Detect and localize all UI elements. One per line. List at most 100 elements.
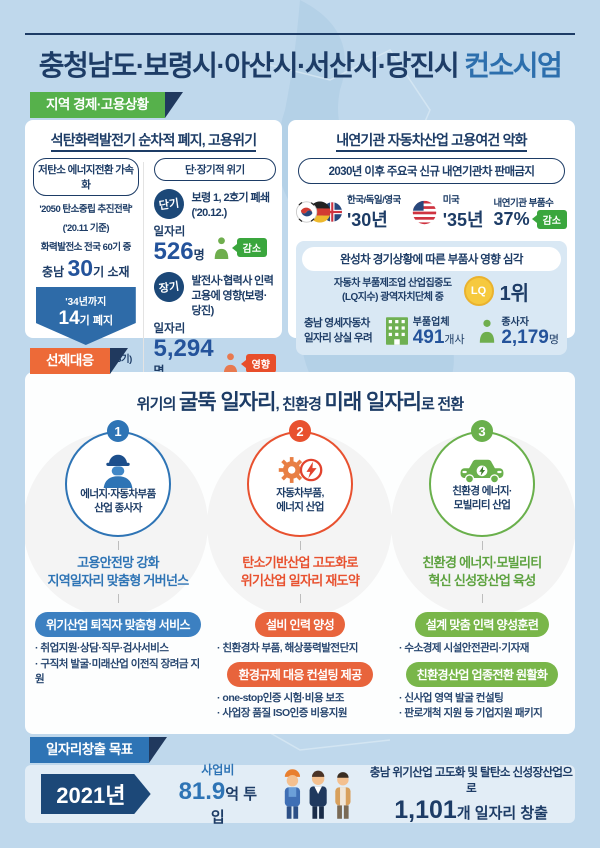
long-term-desc: 발전사·협력사 인력 고용에 영향(보령·당진) [191,274,274,317]
usa-label: 미국 [442,195,460,206]
page-title: 충청남도·보령시·아산시·서산시·당진시 컨소시엄 [0,44,600,84]
bullet-item: 신사업 영역 발굴 컨설팅 [399,691,542,706]
workers-value: 2,179 [501,327,549,348]
plants-count: 30 [67,255,94,281]
program-pill-3b: 친환경산업 업종전환 원활화 [405,661,559,687]
auto-industry-panel: 내연기관 자동차산업 고용여건 악화 2030년 이후 주요국 신규 내연기관차… [288,120,575,355]
crisis-column: 단·장기적 위기 단기 보령 1, 2호기 폐쇄 ('20.12.) 일자리 52… [144,158,282,380]
section-tab-regional-economy: 지역 경제·고용상황 [30,92,183,118]
job-loss-worry-text: 충남 영세자동차 일자리 상실 우려 [304,316,373,344]
program-bullets-3b: 신사업 영역 발굴 컨설팅 판로개척 지원 등 기업지원 패키지 [393,691,542,721]
impact-badge: 영향 [240,354,276,374]
coal-plant-closure-panel: 석탄화력발전기 순차적 폐지, 고용위기 저탄소 에너지전환 가속화 '2050… [25,120,282,378]
goal-text-1: 고용안전망 강화 지역일자리 맞춤형 거버넌스 [47,555,190,589]
parts-count-group: 내연기관 부품수 37% 감소 [494,195,567,230]
column-divider [142,162,144,376]
long-term-badge: 장기 [151,269,186,304]
usa-year: '35년 [442,210,484,230]
result-value: 1,101 [394,795,457,824]
goal-text-3: 친환경 에너지·모빌리티 혁신 신성장산업 육성 [422,555,542,589]
strategy-line: '2050 탄소중립 추진전략' [39,204,133,215]
year-arrow: 2021년 [41,774,151,814]
program-pill-1: 위기산업 퇴직자 맞춤형 서비스 [35,612,201,638]
title-divider-line [25,33,575,35]
europe-year: '30년 [347,210,388,230]
goal-text-2: 탄소기반산업 고도화로 위기산업 일자리 재도약 [240,555,360,589]
bullet-item: 친환경차 부품, 해상풍력발전단지 [217,641,358,656]
workers-icon-circle: 에너지·자동차부품 산업 종사자 [65,431,171,537]
low-carbon-pill: 저탄소 에너지전환 가속화 [33,158,139,196]
bullet-item: 사업장 품질 ISO인증 비용지원 [217,706,347,721]
column-green-mobility-industry: 3 친환경 에너지· 모빌리티 산업 친환경 에너지·모빌리티 혁신 신성장산업 … [393,420,571,721]
result-description: 충남 위기산업 고도화 및 탈탄소 신성장산업으로 [369,766,573,795]
lq-index-text: 자동차 부품제조업 산업집중도 (LQ지수) 광역자치단체 중 [333,278,452,303]
sales-ban-pill: 2030년 이후 주요국 신규 내연기관차 판매금지 [298,158,565,184]
europe-label: 한국/독일/영국 [347,195,401,206]
connector-line [481,541,483,550]
lq-coin-icon: LQ [463,276,494,306]
program-pill-2b: 환경규제 대응 컨설팅 제공 [227,661,373,687]
ban-group-usa: 미국 '35년 [411,192,484,232]
electric-car-icon [460,460,504,484]
column-auto-energy-industry: 2 자동차부품, 에너지 산업 탄소기반산업 고도화로 위기산업 일자리 재도약 … [211,420,389,721]
parts-count-label: 내연기관 부품수 [493,197,554,209]
short-term-badge: 단기 [151,187,186,221]
worker-person-icon [480,319,495,343]
program-bullets-2a: 친환경차 부품, 해상풍력발전단지 [211,641,358,656]
short-term-jobs-value: 526 [153,237,194,265]
program-bullets-2b: one-stop인증 시험·비용 보조 사업장 품질 ISO인증 비용지원 [211,691,347,721]
ban-group-europe: 한국/독일/영국 '30년 [296,192,401,232]
gear-lightning-icon [278,457,323,484]
crisis-pill: 단·장기적 위기 [153,158,276,181]
usa-flag-icon [412,200,436,224]
bullet-item: 구직처 발굴·미래산업 이전직 장려금 지원 [35,657,207,687]
column-energy-auto-workers: 1 에너지·자동차부품 산업 종사자 고용안전망 강화 지역일자리 맞춤형 거버넌… [29,420,207,687]
transition-panel: 위기의 굴뚝 일자리, 친환경 미래 일자리로 전환 1 에너지·자동차부품 산… [25,372,575,734]
workers-group-icon [284,769,351,819]
industry-icon-circle: 자동차부품, 에너지 산업 [247,431,353,537]
suppliers-label: 부품업체 [412,317,450,328]
auto-panel-header: 내연기관 자동차산업 고용여건 악화 [288,120,575,152]
korea-germany-uk-flags-icon [296,201,342,223]
transition-headline: 위기의 굴뚝 일자리, 친환경 미래 일자리로 전환 [136,391,465,414]
bullet-item: 판로개척 지원 등 기업지원 패키지 [399,706,542,721]
short-term-desc: 보령 1, 2호기 폐쇄 ('20.12.) [191,192,271,219]
suppliers-value: 491 [412,327,445,348]
parts-impact-subpanel: 완성차 경기상황에 따른 부품사 영향 심각 자동차 부품제조업 산업집중도 (L… [296,241,567,355]
hardhat-worker-icon [103,455,133,489]
job-creation-goal-band: 2021년 사업비 81.9억 투입 충남 위기산업 고도화 및 탈탄소 신성장… [25,763,575,826]
bullet-item: one-stop인증 시험·비용 보조 [217,691,347,706]
connector-line [117,594,119,604]
low-carbon-column: 저탄소 에너지전환 가속화 '2050 탄소중립 추진전략' ('20.11 기… [25,158,143,380]
program-pill-2a: 설비 인력 양성 [254,612,346,638]
section-tab-proactive-response: 선제대응 [30,348,128,374]
plants-line: 화력발전소 전국 60기 중 [40,242,132,253]
chungnam-plants-stat: 충남 30기 소재 [42,255,130,281]
page-title-suffix: 컨소시엄 [464,50,563,81]
budget-value: 81.9 [178,778,226,805]
worker-person-icon-green [214,237,228,259]
lq-rank: 1위 [499,282,530,305]
building-icon [385,316,408,345]
parts-impact-pill: 완성차 경기상황에 따른 부품사 영향 심각 [302,247,561,271]
connector-line [117,541,119,550]
budget-label: 사업비 [201,763,235,777]
long-term-jobs-value: 5,294 [153,335,214,363]
short-term-jobs: 일자리 526명 [153,225,205,265]
basis-line: ('20.11 기준) [62,223,110,234]
bullet-item: 취업지원·상담·직무·검사서비스 [35,641,207,656]
connector-line [481,594,483,604]
workers-group: 종사자 2,179명 [478,313,559,348]
workers-label: 종사자 [501,317,529,328]
result-group: 충남 위기산업 고도화 및 탈탄소 신성장산업으로 1,101개 일자리 창출 [367,764,575,825]
connector-line [299,541,301,550]
connector-line [299,594,301,604]
bullet-item: 수소경제 시설안전관리·기자재 [399,641,529,656]
page-title-main: 충청남도·보령시·아산시·서산시·당진시 [38,50,460,81]
step-2-badge: 2 [289,420,311,442]
green-car-icon-circle: 친환경 에너지· 모빌리티 산업 [429,431,535,537]
closure-arrow: '34년까지 14기 폐지 [35,287,136,345]
step-3-badge: 3 [471,420,493,442]
program-bullets-3a: 수소경제 시설안전관리·기자재 [393,641,529,656]
program-pill-3a: 설계 맞춤 인력 양성훈련 [414,612,550,638]
